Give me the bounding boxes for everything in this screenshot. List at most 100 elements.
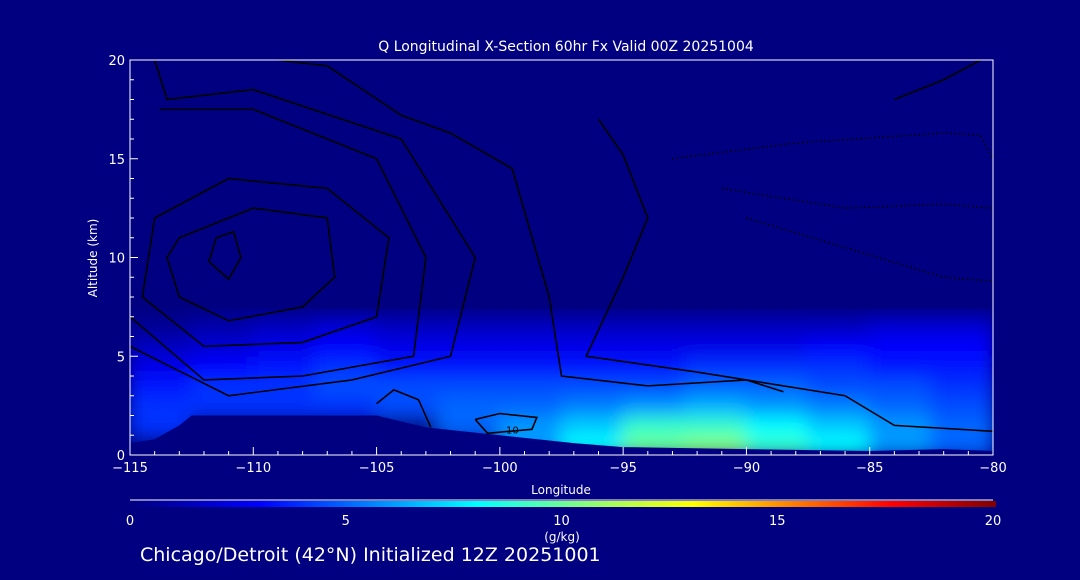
chart-title: Q Longitudinal X-Section 60hr Fx Valid 0… (378, 39, 754, 55)
y-tick-label: 5 (117, 350, 125, 365)
heatmap-cell (375, 375, 440, 397)
heatmap-cell (252, 335, 316, 358)
heatmap-cell (313, 335, 378, 358)
heatmap-cell (745, 375, 810, 397)
y-axis-label: Altitude (km) (86, 219, 100, 298)
y-tick-label: 0 (117, 449, 125, 464)
contour-line (672, 132, 993, 160)
heatmap-cell (252, 315, 316, 338)
colorbar-tick-label: 20 (985, 514, 1002, 529)
x-tick-label: −100 (482, 461, 518, 476)
heatmap-cell (560, 335, 625, 358)
heatmap-cell (868, 315, 933, 338)
heatmap-cell (560, 315, 625, 338)
x-tick-label: −95 (609, 461, 636, 476)
heatmap-cell (930, 394, 993, 417)
heatmap-cell (560, 355, 625, 377)
heatmap-cell (252, 394, 316, 417)
heatmap-cell (437, 335, 501, 358)
heatmap-cell (190, 315, 255, 338)
heatmap-cell (745, 315, 810, 338)
contour-line (277, 60, 784, 393)
heatmap-cell (498, 375, 563, 397)
heatmap-cell (868, 355, 933, 377)
heatmap-cell (622, 394, 686, 417)
heatmap-cell (807, 315, 871, 338)
heatmap-cell (930, 375, 993, 397)
heatmap-cell (930, 355, 993, 377)
contour-line (584, 118, 993, 433)
heatmap-cell (498, 394, 563, 417)
heatmap-cell (622, 315, 686, 338)
heatmap-cell (498, 335, 563, 358)
x-tick-label: −115 (112, 461, 148, 476)
heatmap-cell (130, 315, 193, 338)
heatmap-cell (190, 355, 255, 377)
heatmap-cell (745, 414, 810, 437)
heatmap-cell (130, 355, 193, 377)
heatmap-cell (252, 355, 316, 377)
heatmap-cell (437, 355, 501, 377)
heatmap-cell (807, 355, 871, 377)
heatmap-cell (930, 335, 993, 358)
x-axis-label: Longitude (531, 483, 591, 497)
contour-line (166, 207, 336, 322)
heatmap-cell (868, 394, 933, 417)
y-tick-label: 10 (108, 252, 125, 267)
heatmap-cell (437, 375, 501, 397)
contour-line (721, 187, 993, 209)
heatmap-cell (868, 335, 933, 358)
x-tick-label: −80 (979, 461, 1006, 476)
heatmap-cell (313, 375, 378, 397)
y-axis: 0 5 10 15 20 (108, 54, 138, 464)
heatmap-cell (930, 414, 993, 437)
heatmap-cell (313, 355, 378, 377)
heatmap-cell (375, 315, 440, 338)
heatmap-cell (807, 335, 871, 358)
heatmap-cell (745, 355, 810, 377)
colorbar-tick-label: 5 (342, 514, 350, 529)
heatmap-cell (683, 315, 748, 338)
contour-line (130, 60, 477, 397)
contour-line (207, 230, 242, 281)
heatmap-cell (130, 335, 193, 358)
y-tick-label: 20 (108, 54, 125, 69)
footer-location-text: Chicago/Detroit (42°N) Initialized 12Z 2… (140, 544, 601, 566)
heatmap-cell (437, 315, 501, 338)
terrain (130, 415, 993, 455)
heatmap-cell (375, 394, 440, 417)
contour-line (130, 108, 427, 381)
contour-line (746, 217, 993, 282)
contour-line (474, 412, 538, 435)
heatmap-cell (807, 414, 871, 437)
heatmap-cell (622, 335, 686, 358)
heatmap-cell (498, 355, 563, 377)
x-axis: −115 −110 −105 −100 −95 −90 −85 −80 (112, 447, 1007, 476)
heatmap-cell (130, 375, 193, 397)
heatmap-cell (807, 375, 871, 397)
heatmap-cell (560, 414, 625, 437)
colorbar-tick-label: 15 (769, 514, 786, 529)
heatmap-cell (375, 335, 440, 358)
colorbar-tick-label: 0 (126, 514, 134, 529)
x-tick-label: −105 (359, 461, 395, 476)
heatmap-cell (560, 375, 625, 397)
x-tick-label: −110 (235, 461, 271, 476)
heatmap-cell (807, 434, 871, 455)
heatmap-cell (560, 394, 625, 417)
contour-line (141, 177, 390, 348)
heatmap-cell (807, 394, 871, 417)
heatmap-cell (683, 414, 748, 437)
heatmap-cell (437, 394, 501, 417)
x-tick-label: −90 (733, 461, 760, 476)
contour-label: 10 (506, 425, 519, 436)
heatmap-cell (745, 394, 810, 417)
heatmap-cell (930, 315, 993, 338)
heatmap-cell (190, 394, 255, 417)
x-tick-label: −85 (856, 461, 883, 476)
contours: 10 (130, 60, 993, 436)
heatmap-cell (745, 335, 810, 358)
heatmap-cell (130, 394, 193, 417)
heatmap-cell (622, 414, 686, 437)
heatmap-cell (683, 394, 748, 417)
